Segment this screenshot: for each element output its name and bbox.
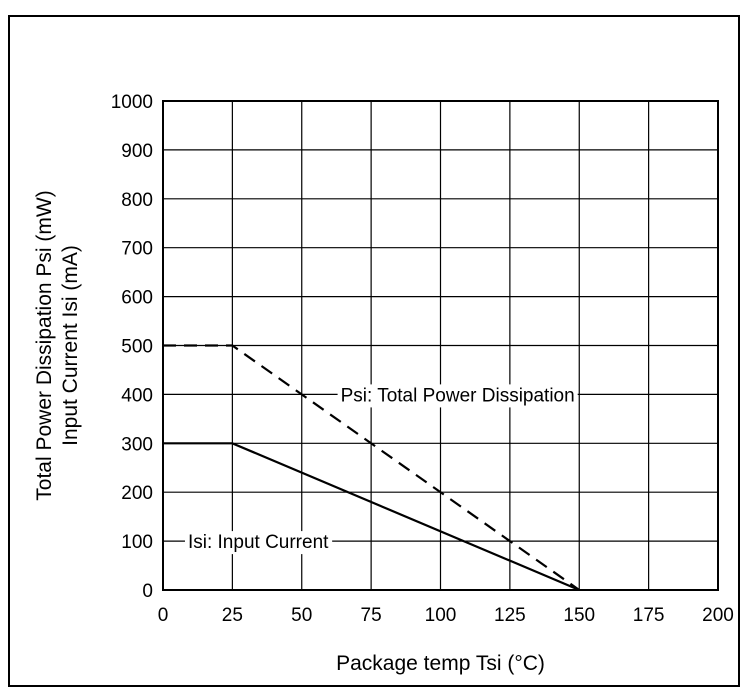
y-tick-label: 1000: [111, 92, 153, 113]
y-tick-labels: 0 100 200 300 400 500 600 700 800 900 1000: [111, 92, 153, 602]
annotation-label: Psi: Total Power Dissipation: [341, 385, 575, 406]
x-tick-label: 125: [494, 605, 526, 626]
x-tick-label: 100: [425, 605, 457, 626]
x-tick-label: 150: [563, 605, 595, 626]
y-tick-label: 700: [121, 239, 153, 260]
plot-area-border: [162, 100, 719, 591]
series-lines: [163, 344, 580, 592]
psi-power-dissipation-line: [163, 344, 580, 591]
chart-frame: [8, 15, 740, 687]
y-tick-label: 400: [121, 385, 153, 406]
y-tick-label: 900: [121, 141, 153, 162]
x-tick-labels: 0 25 50 75 100 125 150 175 200: [158, 605, 734, 626]
x-tick-label: 200: [702, 605, 734, 626]
y-tick-label: 500: [121, 337, 153, 358]
y-tick-label: 800: [121, 190, 153, 211]
x-tick-label: 25: [222, 605, 243, 626]
y-axis-title-current: Input Current Isi (mA): [59, 245, 82, 446]
isi-input-current-line: [163, 442, 580, 592]
y-tick-label: 200: [121, 483, 153, 504]
x-tick-label: 50: [291, 605, 312, 626]
annotation-background: [337, 384, 578, 408]
annotation-background: [184, 531, 333, 555]
y-tick-label: 600: [121, 288, 153, 309]
x-tick-label: 0: [158, 605, 169, 626]
annotation-label: Isi: Input Current: [188, 532, 329, 553]
x-axis-title: Package temp Tsi (°C): [336, 652, 545, 675]
grid-lines: [162, 100, 719, 591]
y-axis-title-power: Total Power Dissipation Psi (mW): [33, 190, 56, 500]
y-tick-label: 0: [142, 581, 153, 602]
annotations: Psi: Total Power Dissipation Isi: Input C…: [184, 384, 578, 555]
x-tick-label: 175: [633, 605, 665, 626]
psi-annotation: Psi: Total Power Dissipation: [337, 384, 578, 408]
isi-annotation: Isi: Input Current: [184, 531, 333, 555]
y-tick-label: 300: [121, 434, 153, 455]
x-tick-label: 75: [361, 605, 382, 626]
y-tick-label: 100: [121, 532, 153, 553]
